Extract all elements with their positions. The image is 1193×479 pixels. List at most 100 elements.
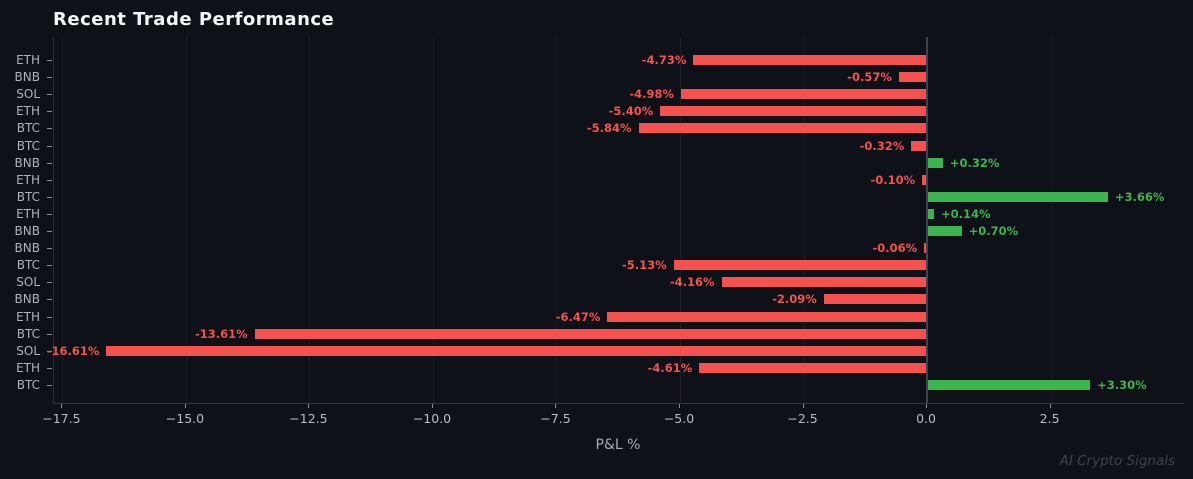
y-tick-mark [47,128,52,130]
bar-value-label: +0.32% [949,155,1000,170]
y-category-label: BTC [16,258,40,273]
x-tick-mark [679,404,681,408]
chart-title: Recent Trade Performance [53,9,335,30]
y-tick-mark [47,350,52,352]
bar-bnb-6 [927,157,943,168]
y-tick-mark [47,231,52,232]
bar-eth-7 [922,174,928,185]
bar-btc-12 [673,260,928,271]
y-category-label: SOL [16,87,40,102]
x-tick-label: −5.0 [663,411,695,426]
y-category-label: BNB [14,155,40,170]
bar-btc-16 [254,328,928,339]
bar-btc-5 [911,140,928,151]
y-tick-mark [47,248,52,250]
bar-value-label: -4.73% [641,53,687,67]
x-axis-label: P&L % [595,437,641,453]
y-tick-mark [47,282,52,284]
bar-value-label: -5.84% [586,121,632,136]
x-tick-label: −15.0 [165,411,205,426]
bar-value-label: -4.61% [647,360,693,375]
y-tick-mark [47,111,52,113]
bar-btc-19 [927,379,1091,390]
x-tick-mark [926,404,928,408]
zero-line [926,37,929,403]
bar-value-label: -5.40% [608,104,654,119]
bar-value-label: +0.14% [940,206,991,221]
bar-value-label: -6.47% [555,309,601,324]
bar-value-label: -16.61% [46,343,100,358]
bar-bnb-11 [924,243,928,254]
y-category-label: BNB [14,70,40,85]
x-tick-label: −17.5 [42,411,81,426]
x-tick-mark [555,404,557,408]
y-tick-mark [47,213,52,215]
y-category-label: ETH [16,206,40,221]
x-tick-label: −2.5 [787,411,818,426]
bar-value-label: -4.98% [629,87,675,102]
y-category-label: BTC [16,121,40,136]
x-tick-label: 2.5 [1039,411,1060,426]
bar-eth-15 [607,311,928,322]
bar-value-label: -0.10% [870,172,916,187]
bar-sol-2 [681,89,928,100]
y-category-label: BTC [16,138,40,153]
bar-bnb-10 [927,226,962,236]
y-tick-mark [47,196,52,198]
x-tick-mark [802,404,804,408]
x-tick-mark [184,404,186,408]
bar-eth-18 [699,362,928,373]
y-tick-mark [47,94,52,96]
bar-sol-13 [721,277,928,288]
bar-value-label: +3.66% [1114,189,1165,204]
gridline [556,37,558,403]
bar-bnb-14 [823,294,928,305]
y-category-label: ETH [16,53,40,67]
x-tick-mark [431,404,433,408]
y-category-label: BNB [14,241,40,256]
y-tick-mark [47,316,52,318]
bar-value-label: -13.61% [194,326,248,341]
bar-eth-0 [693,55,928,65]
y-category-label: BTC [16,326,40,341]
bar-value-label: -0.06% [872,241,918,256]
gridline [309,37,311,403]
bar-value-label: -4.16% [669,275,715,290]
x-tick-label: −10.0 [412,411,452,426]
y-category-label: BTC [16,189,40,204]
y-tick-mark [47,265,52,267]
x-tick-mark [1049,404,1051,408]
y-category-label: SOL [16,343,40,358]
plot-area: -4.73% -0.57% -4.98% -5.40% -5.84% -0.32% +0.3… [47,37,1184,404]
bar-eth-3 [660,106,928,117]
y-tick-mark [47,162,52,164]
bar-value-label: +0.70% [968,224,1019,238]
y-category-label: ETH [16,172,40,187]
bar-value-label: +3.30% [1097,377,1147,392]
y-tick-mark [47,145,52,147]
bar-btc-4 [638,123,928,134]
y-tick-mark [47,333,52,335]
bar-eth-9 [927,208,934,219]
y-category-label: BNB [14,224,40,238]
gridline [432,37,434,403]
bar-bnb-1 [898,72,928,83]
y-category-label: ETH [16,104,40,119]
y-tick-mark [47,60,52,61]
x-tick-mark [308,404,310,408]
y-category-label: BTC [16,377,40,392]
gridline [62,37,64,403]
y-category-label: BNB [14,292,40,307]
y-category-label: ETH [16,360,40,375]
y-category-label: ETH [16,309,40,324]
x-tick-label: −7.5 [540,411,571,426]
gridline [803,37,805,403]
bar-value-label: -5.13% [621,258,667,273]
bar-sol-17 [106,345,928,356]
bar-value-label: -0.32% [859,138,905,153]
y-tick-mark [47,299,52,301]
bar-value-label: -0.57% [847,70,892,85]
y-tick-mark [47,384,52,386]
bar-btc-8 [927,191,1108,202]
